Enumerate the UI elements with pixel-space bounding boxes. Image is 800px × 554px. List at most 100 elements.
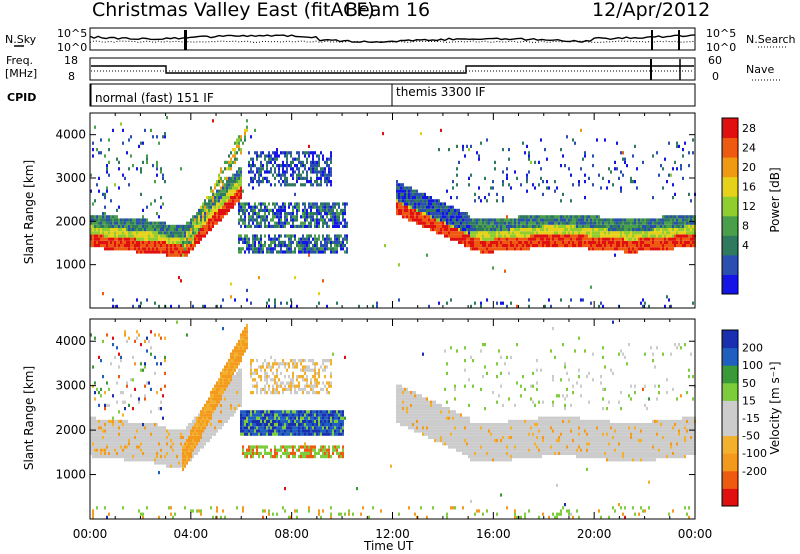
heatmap-cell — [326, 234, 328, 238]
heatmap-cell — [614, 244, 616, 248]
heatmap-cell — [166, 442, 168, 446]
heatmap-cell — [546, 224, 548, 228]
heatmap-cell — [290, 304, 292, 308]
heatmap-cell — [292, 170, 294, 174]
heatmap-cell — [500, 237, 502, 241]
heatmap-cell — [170, 461, 172, 465]
heatmap-cell — [112, 429, 114, 433]
heatmap-cell — [122, 141, 124, 145]
heatmap-cell — [252, 215, 254, 219]
heatmap-cell — [306, 237, 308, 241]
heatmap-cell — [602, 221, 604, 225]
heatmap-cell — [98, 237, 100, 241]
heatmap-cell — [126, 451, 128, 455]
heatmap-cell — [154, 247, 156, 251]
heatmap-cell — [110, 244, 112, 248]
heatmap-cell — [314, 151, 316, 155]
heatmap-cell — [202, 432, 204, 436]
heatmap-cell — [234, 403, 236, 407]
heatmap-cell — [150, 426, 152, 430]
heatmap-cell — [440, 202, 442, 206]
heatmap-cell — [142, 231, 144, 235]
heatmap-cell — [114, 218, 116, 222]
heatmap-cell — [288, 244, 290, 248]
heatmap-cell — [106, 228, 108, 232]
heatmap-cell — [428, 196, 430, 200]
heatmap-cell — [524, 244, 526, 248]
heatmap-cell — [238, 218, 240, 222]
heatmap-cell — [240, 397, 242, 401]
heatmap-cell — [140, 362, 142, 366]
heatmap-cell — [498, 228, 500, 232]
heatmap-cell — [234, 154, 236, 158]
heatmap-cell — [274, 240, 276, 244]
heatmap-cell — [288, 202, 290, 206]
heatmap-cell — [422, 202, 424, 206]
heatmap-cell — [92, 148, 94, 152]
heatmap-cell — [564, 164, 566, 168]
heatmap-cell — [662, 221, 664, 225]
heatmap-cell — [594, 221, 596, 225]
heatmap-cell — [180, 455, 182, 459]
heatmap-cell — [286, 151, 288, 155]
heatmap-cell — [608, 228, 610, 232]
heatmap-cell — [192, 429, 194, 433]
heatmap-cell — [596, 247, 598, 251]
heatmap-cell — [570, 298, 572, 302]
heatmap-cell — [620, 224, 622, 228]
heatmap-cell — [428, 304, 430, 308]
heatmap-cell — [630, 234, 632, 238]
heatmap-cell — [574, 234, 576, 238]
heatmap-cell — [242, 448, 244, 452]
heatmap-cell — [454, 208, 456, 212]
heatmap-cell — [584, 173, 586, 177]
heatmap-cell — [404, 212, 406, 216]
heatmap-cell — [600, 234, 602, 238]
heatmap-cell — [120, 423, 122, 427]
heatmap-cell — [158, 215, 160, 219]
heatmap-cell — [562, 240, 564, 244]
heatmap-cell — [396, 199, 398, 203]
heatmap-cell — [600, 221, 602, 225]
heatmap-cell — [666, 221, 668, 225]
heatmap-cell — [504, 231, 506, 235]
heatmap-cell — [646, 240, 648, 244]
heatmap-cell — [226, 391, 228, 395]
heatmap-cell — [222, 375, 224, 379]
heatmap-cell — [236, 371, 238, 375]
heatmap-cell — [116, 419, 118, 423]
heatmap-cell — [268, 160, 270, 164]
heatmap-cell — [584, 215, 586, 219]
heatmap-cell — [140, 247, 142, 251]
heatmap-cell — [204, 435, 206, 439]
heatmap-cell — [300, 250, 302, 254]
heatmap-cell — [212, 391, 214, 395]
heatmap-cell — [666, 295, 668, 299]
heatmap-cell — [484, 244, 486, 248]
heatmap-cell — [250, 176, 252, 180]
heatmap-cell — [238, 144, 240, 148]
heatmap-cell — [152, 455, 154, 459]
heatmap-cell — [422, 208, 424, 212]
heatmap-cell — [90, 228, 92, 232]
heatmap-cell — [180, 247, 182, 251]
heatmap-cell — [634, 250, 636, 254]
heatmap-cell — [342, 244, 344, 248]
heatmap-cell — [662, 237, 664, 241]
heatmap-cell — [306, 244, 308, 248]
heatmap-cell — [130, 247, 132, 251]
heatmap-cell — [244, 416, 246, 420]
heatmap-cell — [410, 202, 412, 206]
heatmap-cell — [410, 192, 412, 196]
heatmap-cell — [560, 218, 562, 222]
heatmap-cell — [446, 205, 448, 209]
heatmap-cell — [344, 224, 346, 228]
heatmap-cell — [198, 423, 200, 427]
heatmap-cell — [192, 426, 194, 430]
heatmap-cell — [304, 205, 306, 209]
heatmap-cell — [216, 509, 218, 513]
heatmap-cell — [138, 231, 140, 235]
heatmap-cell — [666, 231, 668, 235]
heatmap-cell — [338, 218, 340, 222]
heatmap-cell — [196, 212, 198, 216]
